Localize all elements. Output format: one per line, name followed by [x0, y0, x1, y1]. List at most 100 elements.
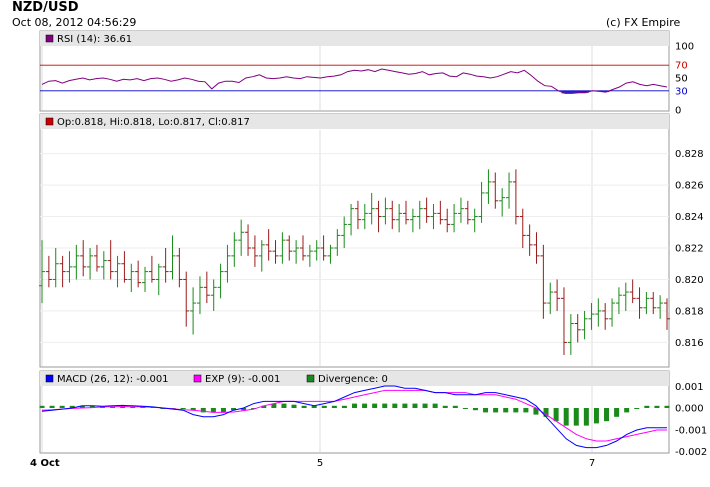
- ohlc-bar: [416, 200, 423, 230]
- divergence-bar: [442, 405, 448, 408]
- price-tick-label: 0.816: [675, 338, 704, 349]
- divergence-bar: [120, 406, 126, 408]
- x-tick-label: 5: [317, 458, 323, 469]
- ohlc-bar: [114, 255, 121, 288]
- ohlc-bar: [382, 197, 389, 225]
- divergence-bar: [89, 405, 95, 408]
- ohlc-bar: [588, 303, 595, 330]
- ohlc-bar: [554, 279, 561, 311]
- ohlc-bar: [396, 203, 403, 233]
- divergence-bar: [251, 408, 257, 409]
- exp-legend: EXP (9): -0.001: [205, 374, 280, 385]
- ohlc-bar: [190, 287, 197, 335]
- ohlc-bar: [574, 314, 581, 343]
- rsi-tick-label: 30: [675, 86, 688, 97]
- ohlc-bar: [629, 279, 636, 304]
- chart-title: NZD/USD: [12, 0, 79, 15]
- divergence-bar: [452, 405, 458, 408]
- rsi-oversold-fill: [602, 90, 610, 93]
- ohlc-bar: [375, 200, 382, 233]
- ohlc-bar: [196, 276, 203, 315]
- ohlc-bar: [293, 240, 300, 264]
- ohlc-bar: [148, 255, 155, 283]
- ohlc-bar: [526, 224, 533, 256]
- divergence-bar: [362, 403, 368, 408]
- copyright: (c) FX Empire: [606, 16, 681, 29]
- ohlc-bar: [258, 240, 265, 272]
- divergence-bar: [583, 408, 589, 426]
- rsi-tick-label: 100: [675, 42, 694, 53]
- divergence-bar: [553, 408, 559, 422]
- ohlc-bar: [595, 298, 602, 327]
- rsi-oversold-fill: [568, 90, 576, 94]
- rsi-oversold-fill: [561, 90, 569, 94]
- price-tick-label: 0.826: [675, 181, 704, 192]
- ohlc-bar: [162, 248, 169, 283]
- divergence-bar: [654, 405, 660, 408]
- price-legend: Op:0.818, Hi:0.818, Lo:0.817, Cl:0.817: [57, 117, 250, 128]
- divergence-bar: [220, 408, 226, 413]
- ohlc-bar: [519, 208, 526, 248]
- ohlc-bar: [361, 203, 368, 230]
- x-tick-label: 7: [589, 458, 595, 469]
- ohlc-bar: [45, 255, 52, 288]
- rsi-legend-swatch: [45, 34, 54, 43]
- rsi-oversold-fill: [575, 90, 583, 93]
- ohlc-bar: [389, 200, 396, 230]
- divergence-bar: [644, 405, 650, 408]
- ohlc-bar: [423, 197, 430, 223]
- divergence-bar: [352, 403, 357, 408]
- divergence-bar: [99, 406, 105, 408]
- ohlc-bar: [52, 248, 59, 288]
- timestamp: Oct 08, 2012 04:56:29: [12, 16, 137, 29]
- divergence-bar: [392, 403, 398, 408]
- divergence-bar: [301, 405, 307, 408]
- price-tick-label: 0.824: [675, 212, 704, 223]
- ohlc-bar: [512, 169, 519, 225]
- ohlc-bar: [437, 200, 444, 225]
- price-legend-swatch: [45, 117, 54, 126]
- ohlc-bar: [609, 298, 616, 327]
- ohlc-bar: [100, 251, 107, 280]
- ohlc-bar: [87, 248, 94, 280]
- divergence-bar: [190, 408, 196, 411]
- divergence-bar: [462, 408, 468, 409]
- divergence-bar: [493, 408, 499, 413]
- divergence-bar: [261, 405, 267, 408]
- price-tick-label: 0.828: [675, 149, 704, 160]
- ohlc-bar: [567, 314, 574, 355]
- ohlc-bar: [59, 255, 66, 288]
- ohlc-bar: [286, 235, 293, 261]
- ohlc-bar: [533, 232, 540, 264]
- divergence-bar: [241, 408, 247, 411]
- divergence-bar: [523, 408, 529, 413]
- ohlc-bar: [602, 303, 609, 330]
- ohlc-bar: [306, 244, 313, 267]
- ohlc-bar: [210, 279, 217, 311]
- price-tick-label: 0.820: [675, 275, 704, 286]
- ohlc-bar: [183, 271, 190, 327]
- divergence-bar: [563, 408, 569, 426]
- ohlc-bar: [142, 266, 149, 293]
- macd-legend-swatch: [45, 374, 54, 383]
- ohlc-bar: [238, 219, 245, 256]
- ohlc-bar: [622, 282, 629, 311]
- ohlc-bar: [107, 240, 114, 280]
- ohlc-bar: [485, 169, 492, 204]
- divergence-bar: [372, 403, 378, 408]
- divergence-bar: [513, 408, 519, 413]
- ohlc-bar: [231, 232, 238, 267]
- divergence-bar: [593, 408, 599, 424]
- ohlc-bar: [650, 292, 657, 315]
- divergence-bar: [402, 403, 408, 408]
- rsi-tick-label: 50: [675, 74, 688, 85]
- divergence-bar: [422, 403, 428, 408]
- ohlc-bar: [444, 208, 451, 233]
- divergence-bar: [634, 408, 640, 409]
- divergence-bar: [432, 403, 438, 408]
- ohlc-bar: [506, 172, 513, 209]
- ohlc-bar: [279, 232, 286, 264]
- macd-legend: MACD (26, 12): -0.001: [57, 374, 169, 385]
- divergence-bar: [69, 405, 75, 408]
